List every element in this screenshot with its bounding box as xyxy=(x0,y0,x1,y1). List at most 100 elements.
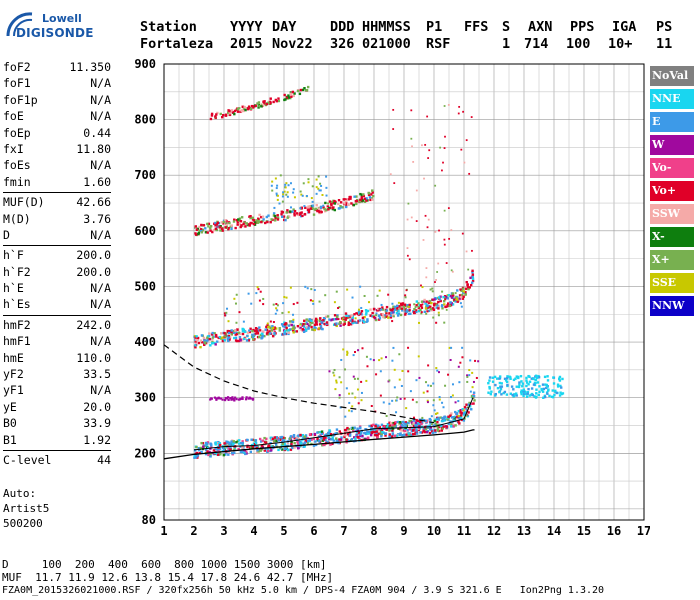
echo-point-hop1 xyxy=(357,436,360,439)
echo-point-hop1 xyxy=(317,431,320,434)
echo-point-hop1 xyxy=(419,420,422,424)
x-tick-label: 9 xyxy=(400,524,407,538)
echo-point-spread xyxy=(515,394,518,397)
param-row: foF1p N/A xyxy=(3,93,111,109)
echo-point-hop2 xyxy=(194,340,197,343)
echo-point-spread xyxy=(338,376,341,379)
param-row: B0 33.9 xyxy=(3,416,111,432)
echo-point-spread xyxy=(525,379,528,382)
echo-point-hop1 xyxy=(277,448,280,452)
echo-point-hop1 xyxy=(320,432,324,435)
echo-point-hop1 xyxy=(224,396,227,400)
echo-point-hop4 xyxy=(290,95,293,98)
echo-point-hop4 xyxy=(243,105,246,109)
echo-point-hop1 xyxy=(326,440,329,444)
echo-point-hop1 xyxy=(226,440,229,444)
echo-point-hop2 xyxy=(391,307,395,311)
x-tick-label: 2 xyxy=(190,524,197,538)
echo-point-hop1 xyxy=(443,415,446,418)
echo-point-hop2 xyxy=(396,307,399,310)
echo-point-hop2 xyxy=(460,289,463,292)
echo-point-hop3 xyxy=(345,203,348,207)
echo-point-spread xyxy=(315,186,318,189)
param-separator xyxy=(3,245,111,247)
echo-point-hop3 xyxy=(224,219,227,222)
echo-point-spread xyxy=(317,187,320,190)
echo-point-hop1 xyxy=(404,421,408,424)
echo-point-hop2 xyxy=(273,331,276,335)
echo-point-spread xyxy=(534,381,537,384)
echo-point-hop1 xyxy=(329,443,332,446)
echo-point-hop3 xyxy=(300,211,303,214)
echo-point-spread xyxy=(454,292,457,295)
echo-point-hop1 xyxy=(283,436,287,440)
echo-point-hop1 xyxy=(234,396,237,399)
echo-point-hop2 xyxy=(396,304,399,308)
echo-point-hop1 xyxy=(339,438,343,441)
param-row: yF1 N/A xyxy=(3,383,111,399)
echo-point-spread xyxy=(279,174,282,177)
echo-point-hop4 xyxy=(258,104,261,108)
echo-point-hop4 xyxy=(257,106,260,109)
echo-point-hop2 xyxy=(458,294,462,297)
echo-point-hop2 xyxy=(311,328,314,331)
echo-point-hop1 xyxy=(395,434,399,437)
echo-point-hop1 xyxy=(313,432,316,436)
echo-point-hop2 xyxy=(449,294,452,298)
echo-point-hop1 xyxy=(319,431,322,434)
echo-point-spread xyxy=(333,301,336,304)
echo-point-hop2 xyxy=(278,327,281,330)
echo-point-hop2 xyxy=(307,324,311,327)
echo-point-hop1 xyxy=(228,442,232,446)
echo-point-hop1 xyxy=(212,449,216,452)
echo-point-hop2 xyxy=(302,330,306,334)
echo-point-spread xyxy=(561,377,564,381)
echo-point-hop4 xyxy=(262,100,265,103)
echo-point-spread xyxy=(289,182,292,185)
echo-point-hop2 xyxy=(381,313,385,316)
echo-point-hop2 xyxy=(269,326,272,330)
echo-point-spread xyxy=(491,376,495,379)
echo-point-hop1 xyxy=(280,435,284,439)
echo-point-hop1 xyxy=(441,423,444,427)
header-value-7: 714 xyxy=(524,36,549,52)
echo-point-hop1 xyxy=(332,434,336,437)
echo-point-hop1 xyxy=(373,430,376,434)
echo-point-spread xyxy=(520,389,523,392)
echo-point-hop2 xyxy=(465,280,468,284)
echo-point-spread xyxy=(426,399,429,402)
echo-point-hop2 xyxy=(425,300,428,303)
echo-point-spread xyxy=(410,216,413,219)
echo-point-spread xyxy=(436,304,439,307)
echo-point-spread xyxy=(305,321,308,324)
echo-point-hop1 xyxy=(414,431,417,434)
echo-point-hop4 xyxy=(230,109,233,112)
echo-point-hop1 xyxy=(254,441,258,445)
header-label-4: HHMMSS xyxy=(362,19,411,35)
echo-point-hop3 xyxy=(251,216,254,220)
echo-point-spread xyxy=(494,392,497,396)
echo-point-spread xyxy=(345,387,348,390)
echo-point-hop1 xyxy=(299,440,302,443)
x-tick-label: 5 xyxy=(280,524,287,538)
echo-point-hop1 xyxy=(232,443,235,446)
echo-point-hop1 xyxy=(412,429,415,432)
echo-point-hop1 xyxy=(335,437,338,440)
echo-point-hop2 xyxy=(195,339,199,342)
echo-point-hop1 xyxy=(410,421,414,424)
echo-point-hop2 xyxy=(398,305,401,308)
echo-point-hop1 xyxy=(303,445,306,448)
echo-point-hop3 xyxy=(204,227,207,230)
echo-point-spread xyxy=(310,197,313,200)
echo-point-hop2 xyxy=(246,331,250,334)
echo-point-hop1 xyxy=(255,451,259,455)
echo-point-hop2 xyxy=(227,334,231,338)
echo-point-hop2 xyxy=(301,328,305,331)
echo-point-hop2 xyxy=(344,318,347,321)
echo-point-hop1 xyxy=(454,410,457,414)
echo-point-hop3 xyxy=(307,210,311,214)
echo-point-hop1 xyxy=(346,426,349,430)
echo-point-hop2 xyxy=(385,315,389,318)
param-value: N/A xyxy=(90,76,111,91)
echo-point-spread xyxy=(542,387,546,391)
